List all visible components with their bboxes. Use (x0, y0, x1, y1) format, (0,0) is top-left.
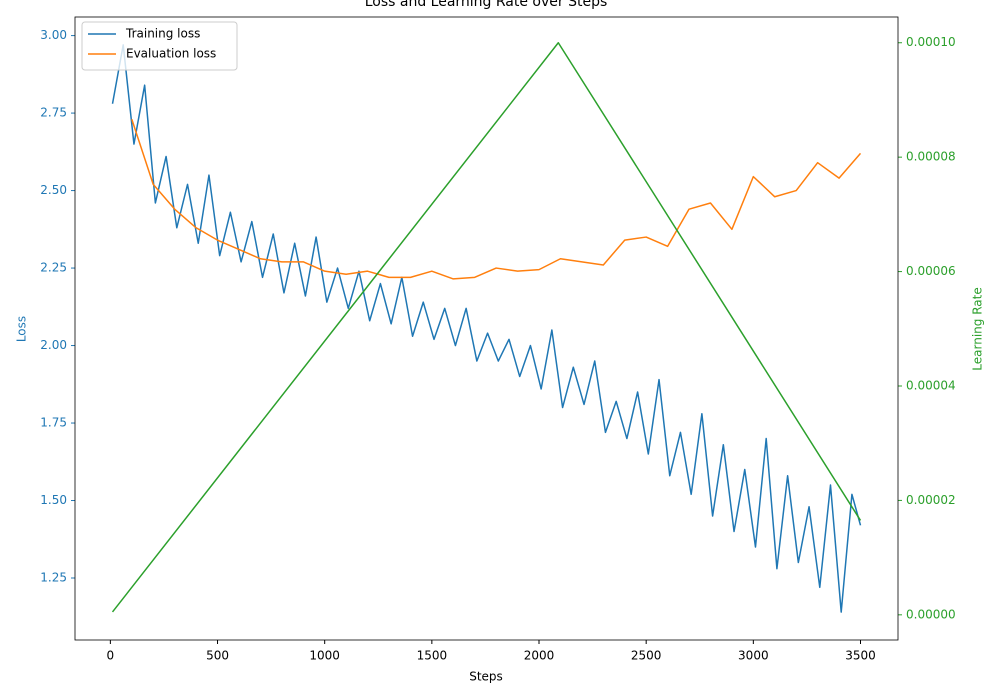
y2-tick-label: 0.00002 (906, 493, 956, 507)
y-tick-label: 1.25 (40, 571, 67, 585)
y-tick-label: 3.00 (40, 28, 67, 42)
legend-box (81, 21, 238, 71)
x-tick-label: 500 (206, 649, 229, 663)
legend-label: Evaluation loss (126, 47, 216, 61)
x-tick-label: 0 (107, 649, 115, 663)
series-line (131, 119, 862, 280)
x-tick-label: 3000 (738, 649, 769, 663)
series-line (111, 41, 862, 613)
y-tick-label: 2.25 (40, 261, 67, 275)
y2-tick-label: 0.00008 (906, 150, 956, 164)
y-tick-label: 1.50 (40, 493, 67, 507)
x-tick-label: 3500 (845, 649, 876, 663)
x-tick-label: 2000 (524, 649, 555, 663)
x-tick-label: 2500 (631, 649, 662, 663)
y2-tick-label: 0.00004 (906, 378, 956, 392)
y-tick-label: 2.50 (40, 183, 67, 197)
y2-tick-label: 0.00010 (906, 35, 956, 49)
x-tick-label: 1000 (309, 649, 340, 663)
x-tick-label: 1500 (417, 649, 448, 663)
y2-tick-label: 0.00006 (906, 264, 956, 278)
y-axis-label: Loss (15, 316, 29, 342)
legend-label: Training loss (125, 27, 200, 41)
y-tick-label: 2.00 (40, 338, 67, 352)
y2-tick-label: 0.00000 (906, 607, 956, 621)
x-axis-label: Steps (469, 670, 503, 684)
chart-title: Loss and Learning Rate over Steps (365, 0, 608, 10)
plot-frame (74, 16, 899, 641)
y2-axis-label: Learning Rate (971, 287, 985, 370)
series-line (111, 44, 862, 613)
y-tick-label: 1.75 (40, 416, 67, 430)
y-tick-label: 2.75 (40, 106, 67, 120)
